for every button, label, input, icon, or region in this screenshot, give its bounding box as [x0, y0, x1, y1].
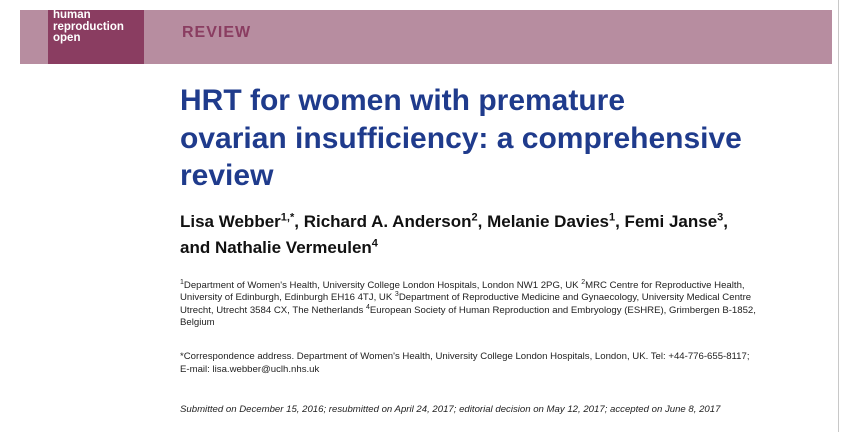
affiliation-text: European Society of Human Reproduction a… [369, 304, 756, 316]
affiliation-text: University of Edinburgh, Edinburgh EH16 … [180, 292, 395, 304]
affiliation-text: Utrecht, Utrecht 3584 CX, The Netherland… [180, 304, 366, 316]
affiliation-mark: 2 [581, 278, 586, 286]
page-edge [838, 0, 839, 432]
author-list: Lisa Webber1,*, Richard A. Anderson2, Me… [180, 209, 728, 261]
author-line: and Nathalie Vermeulen4 [180, 235, 728, 261]
logo-line: open [53, 32, 81, 44]
header-band [20, 10, 832, 64]
affiliation-line: 1Department of Women's Health, Universit… [180, 278, 756, 292]
article-type: REVIEW [182, 24, 252, 41]
logo-line: reproduction [53, 20, 124, 33]
affiliation-text: Department of Reproductive Medicine and … [398, 292, 752, 304]
affiliation-line: Utrecht, Utrecht 3584 CX, The Netherland… [180, 303, 756, 317]
logo-line: human [53, 9, 91, 21]
author-mark: 1,* [280, 211, 295, 224]
correspondence-line: E-mail: lisa.webber@uclh.nhs.uk [180, 363, 320, 375]
affiliation-line: Belgium [180, 317, 756, 329]
affiliation-mark: 3 [394, 291, 399, 299]
author-name: , Richard A. Anderson [294, 212, 472, 231]
author-name: , Femi Janse [615, 212, 718, 231]
affiliation-mark: 4 [365, 303, 370, 311]
title-line: review [180, 159, 274, 192]
affiliation-text: MRC Centre for Reproductive Health, [585, 280, 745, 291]
article-title: HRT for women with premature ovarian insu… [180, 82, 742, 195]
author-name: Lisa Webber [180, 212, 281, 231]
affiliation-text: Belgium [180, 316, 215, 328]
submission-dates: Submitted on December 15, 2016; resubmit… [180, 404, 721, 415]
affiliation-line: University of Edinburgh, Edinburgh EH16 … [180, 291, 756, 304]
correspondence-line: *Correspondence address. Department of W… [180, 351, 750, 362]
author-name: , Melanie Davies [477, 212, 609, 231]
author-line: Lisa Webber1,*, Richard A. Anderson2, Me… [180, 209, 728, 235]
author-mark: 4 [371, 237, 378, 250]
journal-logo: human reproduction open [48, 9, 144, 64]
affiliation-text: Department of Women's Health, University… [183, 280, 582, 291]
affiliation-mark: 1 [180, 278, 184, 286]
author-mark: 3 [717, 211, 724, 224]
author-mark: 2 [471, 211, 478, 224]
affiliations: 1Department of Women's Health, Universit… [180, 278, 756, 329]
author-name: and Nathalie Vermeulen [180, 238, 372, 257]
author-name: , [723, 212, 729, 231]
title-line: ovarian insufficiency: a comprehensive [180, 121, 742, 155]
author-mark: 1 [608, 211, 616, 224]
title-line: HRT for women with premature [180, 84, 626, 117]
correspondence: *Correspondence address. Department of W… [180, 351, 750, 377]
